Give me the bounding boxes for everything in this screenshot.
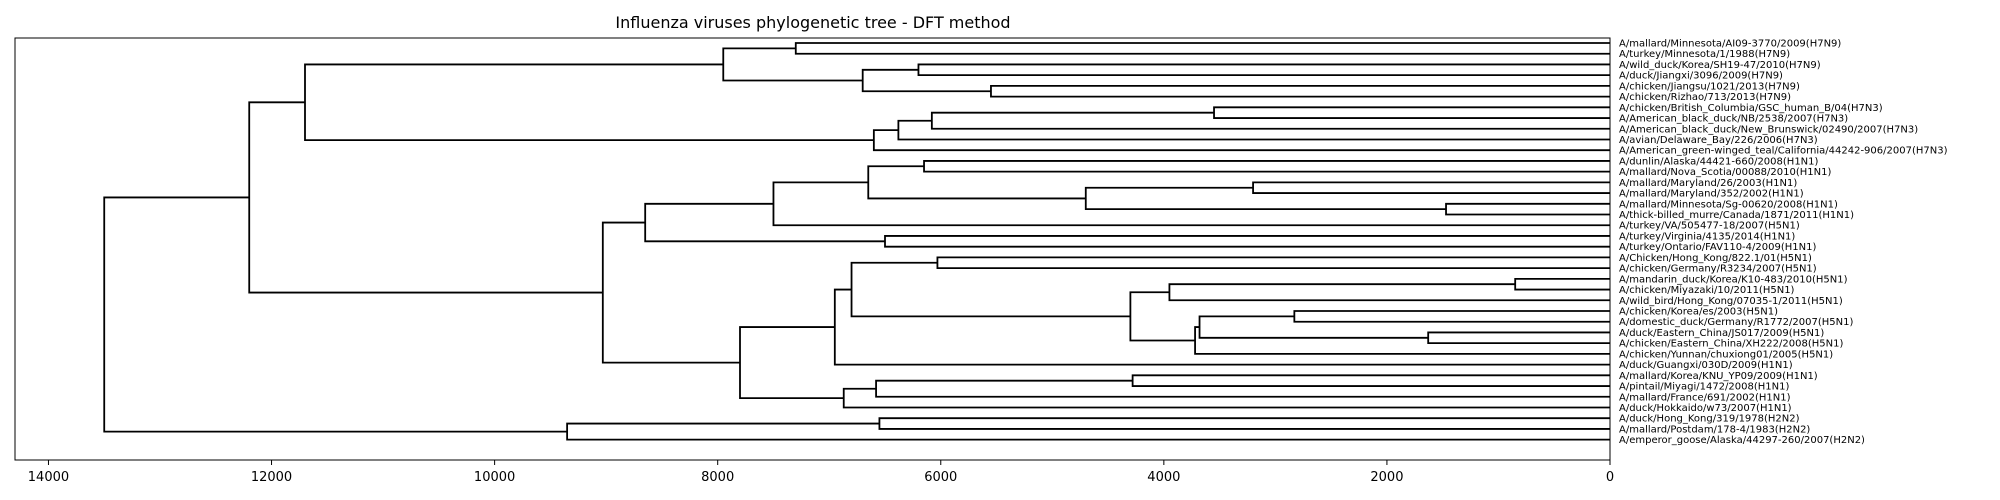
leaf-label: A/domestic_duck/Germany/R1772/2007(H5N1) [1619,317,1853,328]
leaf-label: A/wild_bird/Hong_Kong/07035-1/2011(H5N1) [1619,296,1843,307]
leaf-label: A/chicken/Rizhao/713/2013(H7N9) [1619,92,1791,103]
tree-branch [930,111,1610,130]
leaf-label: A/American_black_duck/New_Brunswick/0249… [1619,124,1918,135]
leaf-label: A/turkey/Minnesota/1/1988(H7N9) [1619,49,1790,60]
chart-title: Influenza viruses phylogenetic tree - DF… [615,13,1010,32]
tree-branch [248,101,603,294]
plot-frame [14,37,1611,461]
tree-branch [1427,331,1610,345]
tree-branch [1293,310,1610,323]
tree-branch [1194,326,1610,355]
tree-branch [884,235,1610,248]
leaf-label: A/chicken/Yunnan/chuxiong01/2005(H5N1) [1619,349,1833,360]
tree-branch [1514,277,1610,291]
tree-branch [1252,181,1610,194]
leaf-label: A/turkey/Ontario/FAV110-4/2009(H1N1) [1619,242,1816,253]
x-tick-label: 14000 [28,470,69,485]
tree-branch [875,379,1610,398]
tree-branch [833,288,1610,366]
tree-branch [1213,106,1610,119]
tree-branch [850,261,1131,318]
tree-branch [990,84,1610,98]
leaf-label: A/American_green-winged_teal/California/… [1619,146,1948,157]
leaf-label: A/mallard/Minnesota/AI09-3770/2009(H7N9) [1619,39,1841,50]
leaf-label: A/wild_duck/Korea/SH19-47/2010(H7N9) [1619,60,1821,71]
leaf-label: A/chicken/Jiangsu/1021/2013(H7N9) [1619,81,1800,92]
leaf-label: A/chicken/Korea/es/2003(H5N1) [1619,307,1778,318]
leaf-label-layer: A/mallard/Minnesota/AI09-3770/2009(H7N9)… [1619,39,1948,447]
x-tick-label: 2000 [1370,470,1403,485]
tree-branch [923,160,1610,173]
x-tick-label: 12000 [251,470,292,485]
x-tick-label: 8000 [701,470,734,485]
tree-branch [739,326,844,399]
leaf-label: A/chicken/Eastern_China/XH222/2008(H5N1) [1619,339,1843,350]
x-tick-label: 6000 [924,470,957,485]
x-axis: 14000 12000 10000 8000 6000 4000 2000 0 [28,460,1614,485]
leaf-label: A/mallard/France/691/2002(H1N1) [1619,392,1791,403]
leaf-label: A/mallard/Postdam/178-4/1983(H2N2) [1619,424,1810,435]
tree-branch [103,196,568,433]
tree-branch [566,422,1610,441]
tree-branch [644,202,885,243]
tree-branch [601,221,740,364]
leaf-label: A/duck/Eastern_China/JS017/2009(H5N1) [1619,328,1824,339]
tree-branch [842,387,1610,409]
leaf-label: A/mallard/Maryland/352/2002(H1N1) [1619,189,1804,200]
leaf-label: A/thick-billed_murre/Canada/1871/2011(H1… [1619,210,1854,221]
leaf-label: A/duck/Jiangxi/3096/2009(H7N9) [1619,71,1783,82]
tree-branch [794,42,1610,55]
branch-layer [103,42,1610,441]
leaf-label: A/turkey/Virginia/4135/2014(H1N1) [1619,231,1795,242]
tree-branch [917,63,1610,77]
leaf-label: A/chicken/Miyazaki/10/2011(H5N1) [1619,285,1795,296]
leaf-label: A/mallard/Nova_Scotia/00088/2010(H1N1) [1619,167,1831,178]
leaf-label: A/duck/Guangxi/030D/2009(H1N1) [1619,360,1793,371]
tree-branch [1198,315,1429,339]
tree-branch [1168,283,1610,302]
tree-branch [772,181,1610,227]
tree-branch [1131,374,1610,387]
tree-branch [936,256,1610,270]
x-tick-label: 10000 [474,470,515,485]
leaf-label: A/mallard/Korea/KNU_YP09/2009(H1N1) [1619,371,1818,382]
leaf-label: A/avian/Delaware_Bay/226/2006(H7N3) [1619,135,1818,146]
x-tick-label: 0 [1606,470,1614,485]
tree-branch [897,119,1610,141]
leaf-label: A/Chicken/Hong_Kong/822.1/01(H5N1) [1619,253,1812,264]
leaf-label: A/pintail/Miyagi/1472/2008(H1N1) [1619,382,1789,393]
tree-branch [1445,202,1610,216]
leaf-label: A/chicken/Germany/R3234/2007(H5N1) [1619,264,1817,275]
tree-branch [304,63,874,142]
tree-branch [861,68,991,93]
leaf-label: A/chicken/British_Columbia/GSC_human_B/0… [1619,103,1883,114]
leaf-label: A/mandarin_duck/Korea/K10-483/2010(H5N1) [1619,274,1848,285]
leaf-label: A/emperor_goose/Alaska/44297-260/2007(H2… [1619,435,1865,446]
x-tick-label: 4000 [1147,470,1180,485]
leaf-label: A/duck/Hokkaido/w73/2007(H1N1) [1619,403,1792,414]
leaf-label: A/dunlin/Alaska/44421-660/2008(H1N1) [1619,156,1819,167]
leaf-label: A/turkey/VA/505477-18/2007(H5N1) [1619,221,1800,232]
leaf-label: A/mallard/Maryland/26/2003(H1N1) [1619,178,1797,189]
leaf-label: A/American_black_duck/NB/2538/2007(H7N3) [1619,114,1848,125]
leaf-label: A/duck/Hong_Kong/319/1978(H2N2) [1619,414,1800,425]
tree-branch [878,417,1610,430]
tree-branch [1084,186,1447,211]
leaf-label: A/mallard/Minnesota/Sg-00620/2008(H1N1) [1619,199,1838,210]
